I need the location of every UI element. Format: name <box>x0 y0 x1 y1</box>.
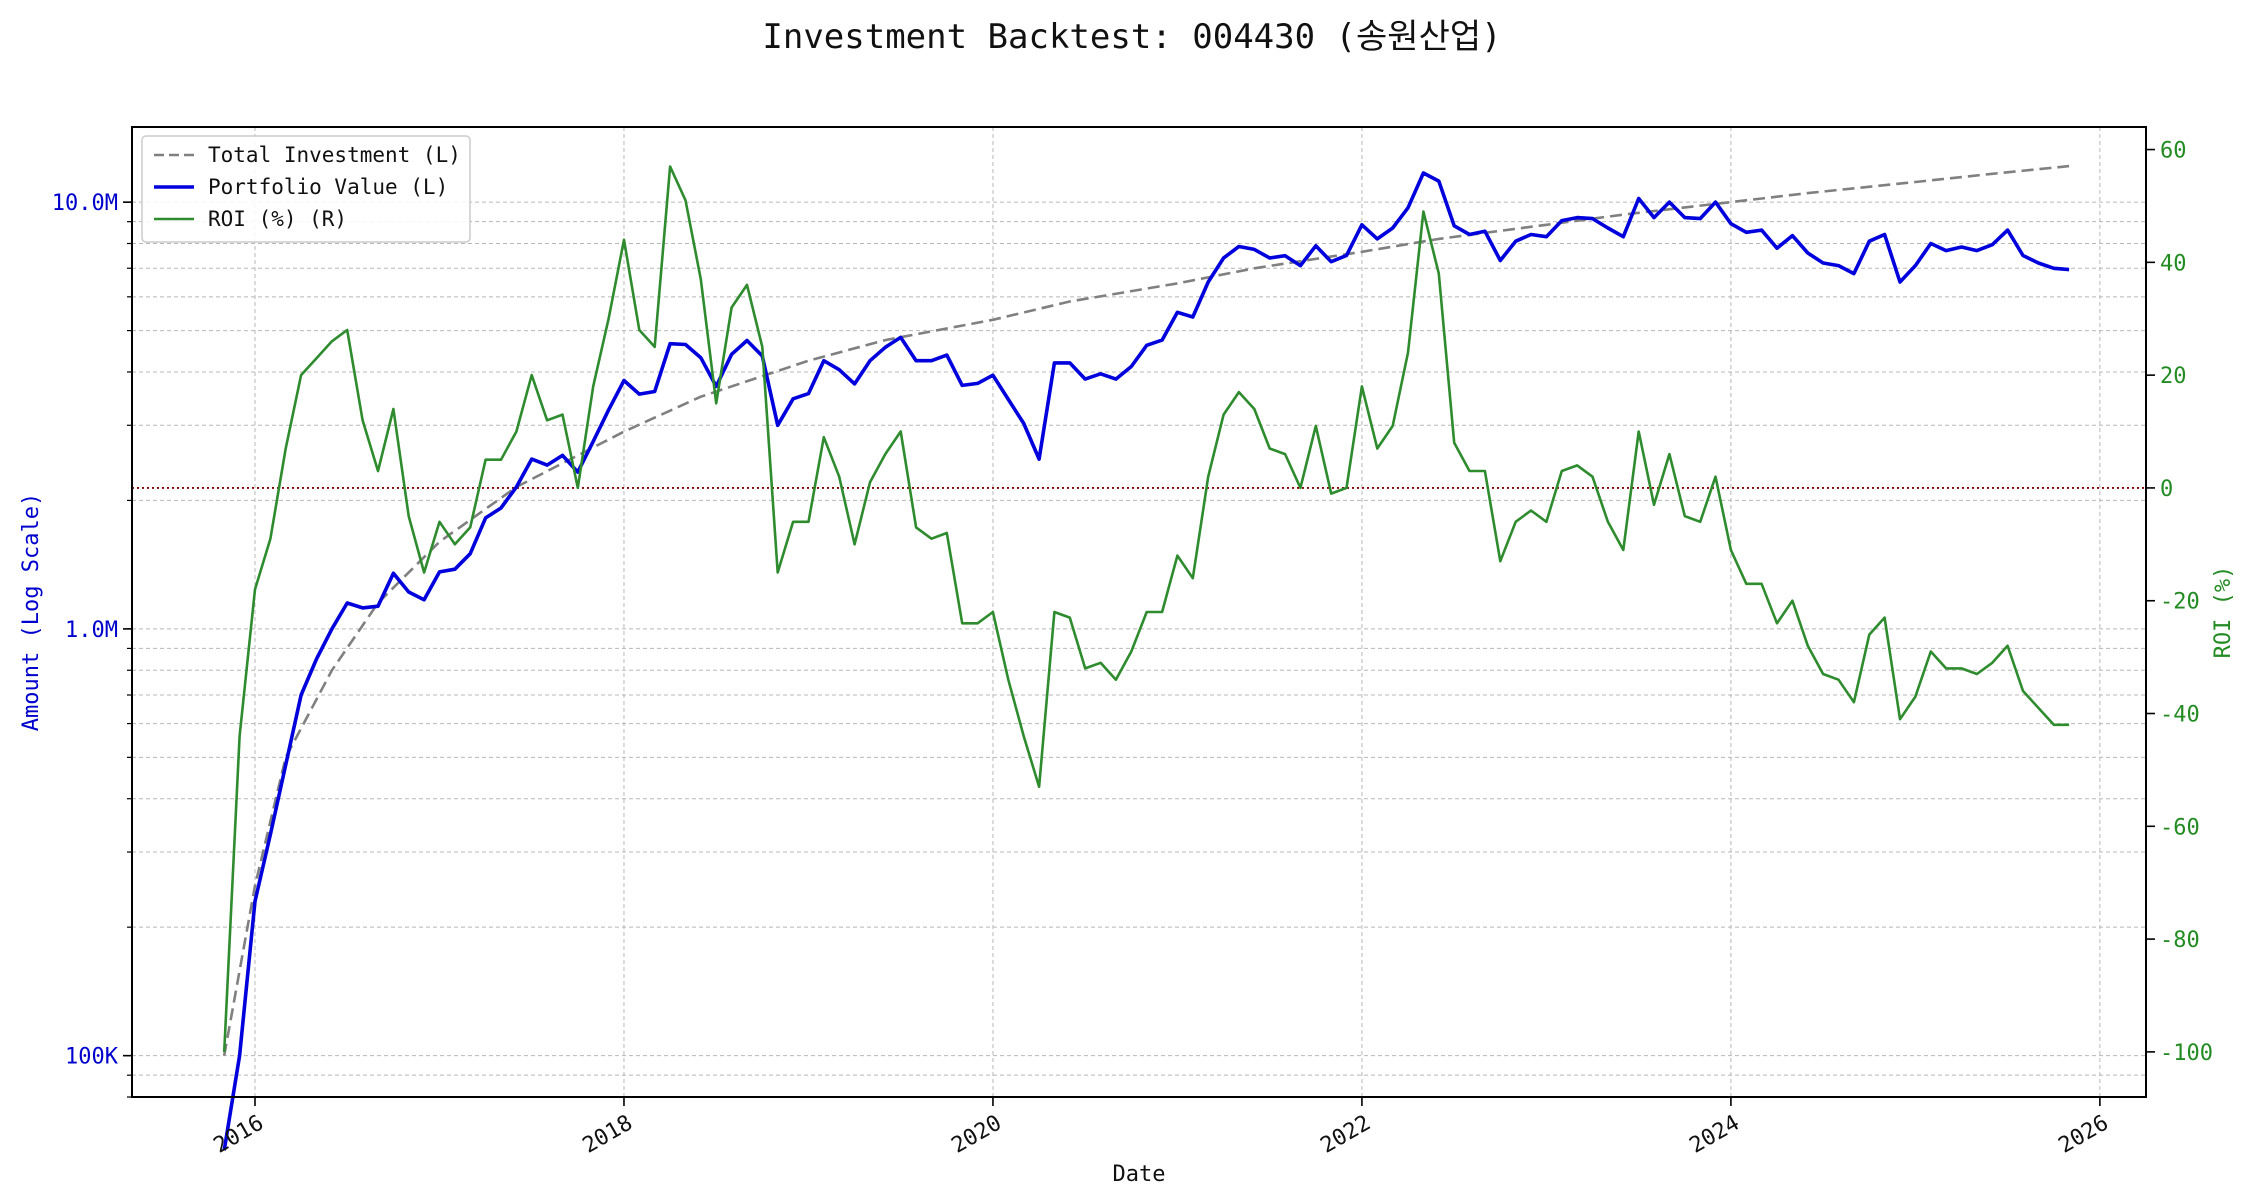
x-tick-label: 2022 <box>1317 1111 1375 1159</box>
y-left-tick-label: 1.0M <box>65 618 118 643</box>
y-left-tick-label: 10.0M <box>52 191 118 216</box>
y-right-tick-label: -80 <box>2160 928 2200 953</box>
y-right-tick-label: -60 <box>2160 815 2200 840</box>
roi-line <box>222 165 2070 1052</box>
x-tick-label: 2018 <box>579 1111 637 1159</box>
y-right-tick-label: 0 <box>2160 477 2173 502</box>
y-right-tick-label: -20 <box>2160 590 2200 615</box>
x-tick-label: 2020 <box>948 1111 1006 1159</box>
grid-layer <box>132 127 2146 1098</box>
total-investment-line <box>222 164 2070 1056</box>
portfolio-value-line <box>222 171 2070 1151</box>
y-left-tick-label: 100K <box>65 1045 119 1070</box>
y-left-axis-label: Amount (Log Scale) <box>19 493 44 731</box>
y-right-tick-label: -40 <box>2160 703 2200 728</box>
x-tick-label: 2016 <box>210 1111 268 1159</box>
y-right-tick-label: 20 <box>2160 364 2187 389</box>
x-axis-label: Date <box>1113 1162 1166 1187</box>
legend: Total Investment (L) Portfolio Value (L) R… <box>141 135 471 243</box>
series-layer <box>222 164 2070 1151</box>
legend-box <box>141 135 471 243</box>
y-right-tick-label: 60 <box>2160 139 2187 164</box>
legend-label: Portfolio Value (L) <box>208 175 448 199</box>
x-tick-label: 2026 <box>2054 1111 2112 1159</box>
y-right-axis-label: ROI (%) <box>2211 566 2236 659</box>
axes-layer: 100K 1.0M 10.0M -100 -80 -60 -40 -20 0 20 40 60 2016… <box>52 139 2213 1159</box>
legend-label: ROI (%) (R) <box>208 207 347 231</box>
y-right-tick-label: 40 <box>2160 251 2187 276</box>
chart-title: Investment Backtest: 004430 (송원산업) <box>762 17 1501 57</box>
plot-frame <box>131 126 2147 1098</box>
legend-label: Total Investment (L) <box>208 143 461 167</box>
y-right-tick-label: -100 <box>2160 1041 2213 1066</box>
x-tick-label: 2024 <box>1686 1111 1744 1159</box>
